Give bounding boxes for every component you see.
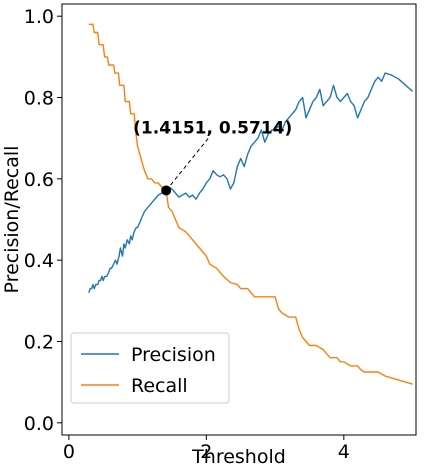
legend: Precision Recall: [70, 332, 230, 404]
y-tick-label: 0.0: [24, 413, 54, 435]
legend-label-recall: Recall: [131, 375, 188, 397]
intersection-label: (1.4151, 0.5714): [133, 118, 292, 138]
y-tick-label: 0.6: [24, 169, 54, 191]
intersection-marker: [161, 185, 172, 196]
x-tick-label: 4: [338, 441, 350, 463]
plot-lines: [88, 23, 414, 385]
x-axis-label: Threshold: [191, 446, 286, 468]
legend-label-precision: Precision: [131, 344, 216, 366]
y-tick-label: 1.0: [24, 6, 54, 28]
x-tick-label: 0: [63, 441, 75, 463]
y-axis-ticks: 0.0 0.2 0.4 0.6 0.8 1.0: [24, 6, 62, 435]
plot-frame: [61, 3, 417, 436]
y-tick-label: 0.8: [24, 88, 54, 110]
series-line-precision: [88, 72, 414, 293]
annotation-layer: (1.4151, 0.5714): [133, 118, 292, 196]
y-tick-label: 0.4: [24, 250, 54, 272]
series-line-recall: [88, 23, 413, 385]
y-axis-label: Precision/Recall: [1, 146, 23, 294]
y-tick-label: 0.2: [24, 331, 54, 353]
x-axis-ticks: 0 2 4: [63, 435, 350, 463]
x-tick-label: 2: [200, 441, 212, 463]
